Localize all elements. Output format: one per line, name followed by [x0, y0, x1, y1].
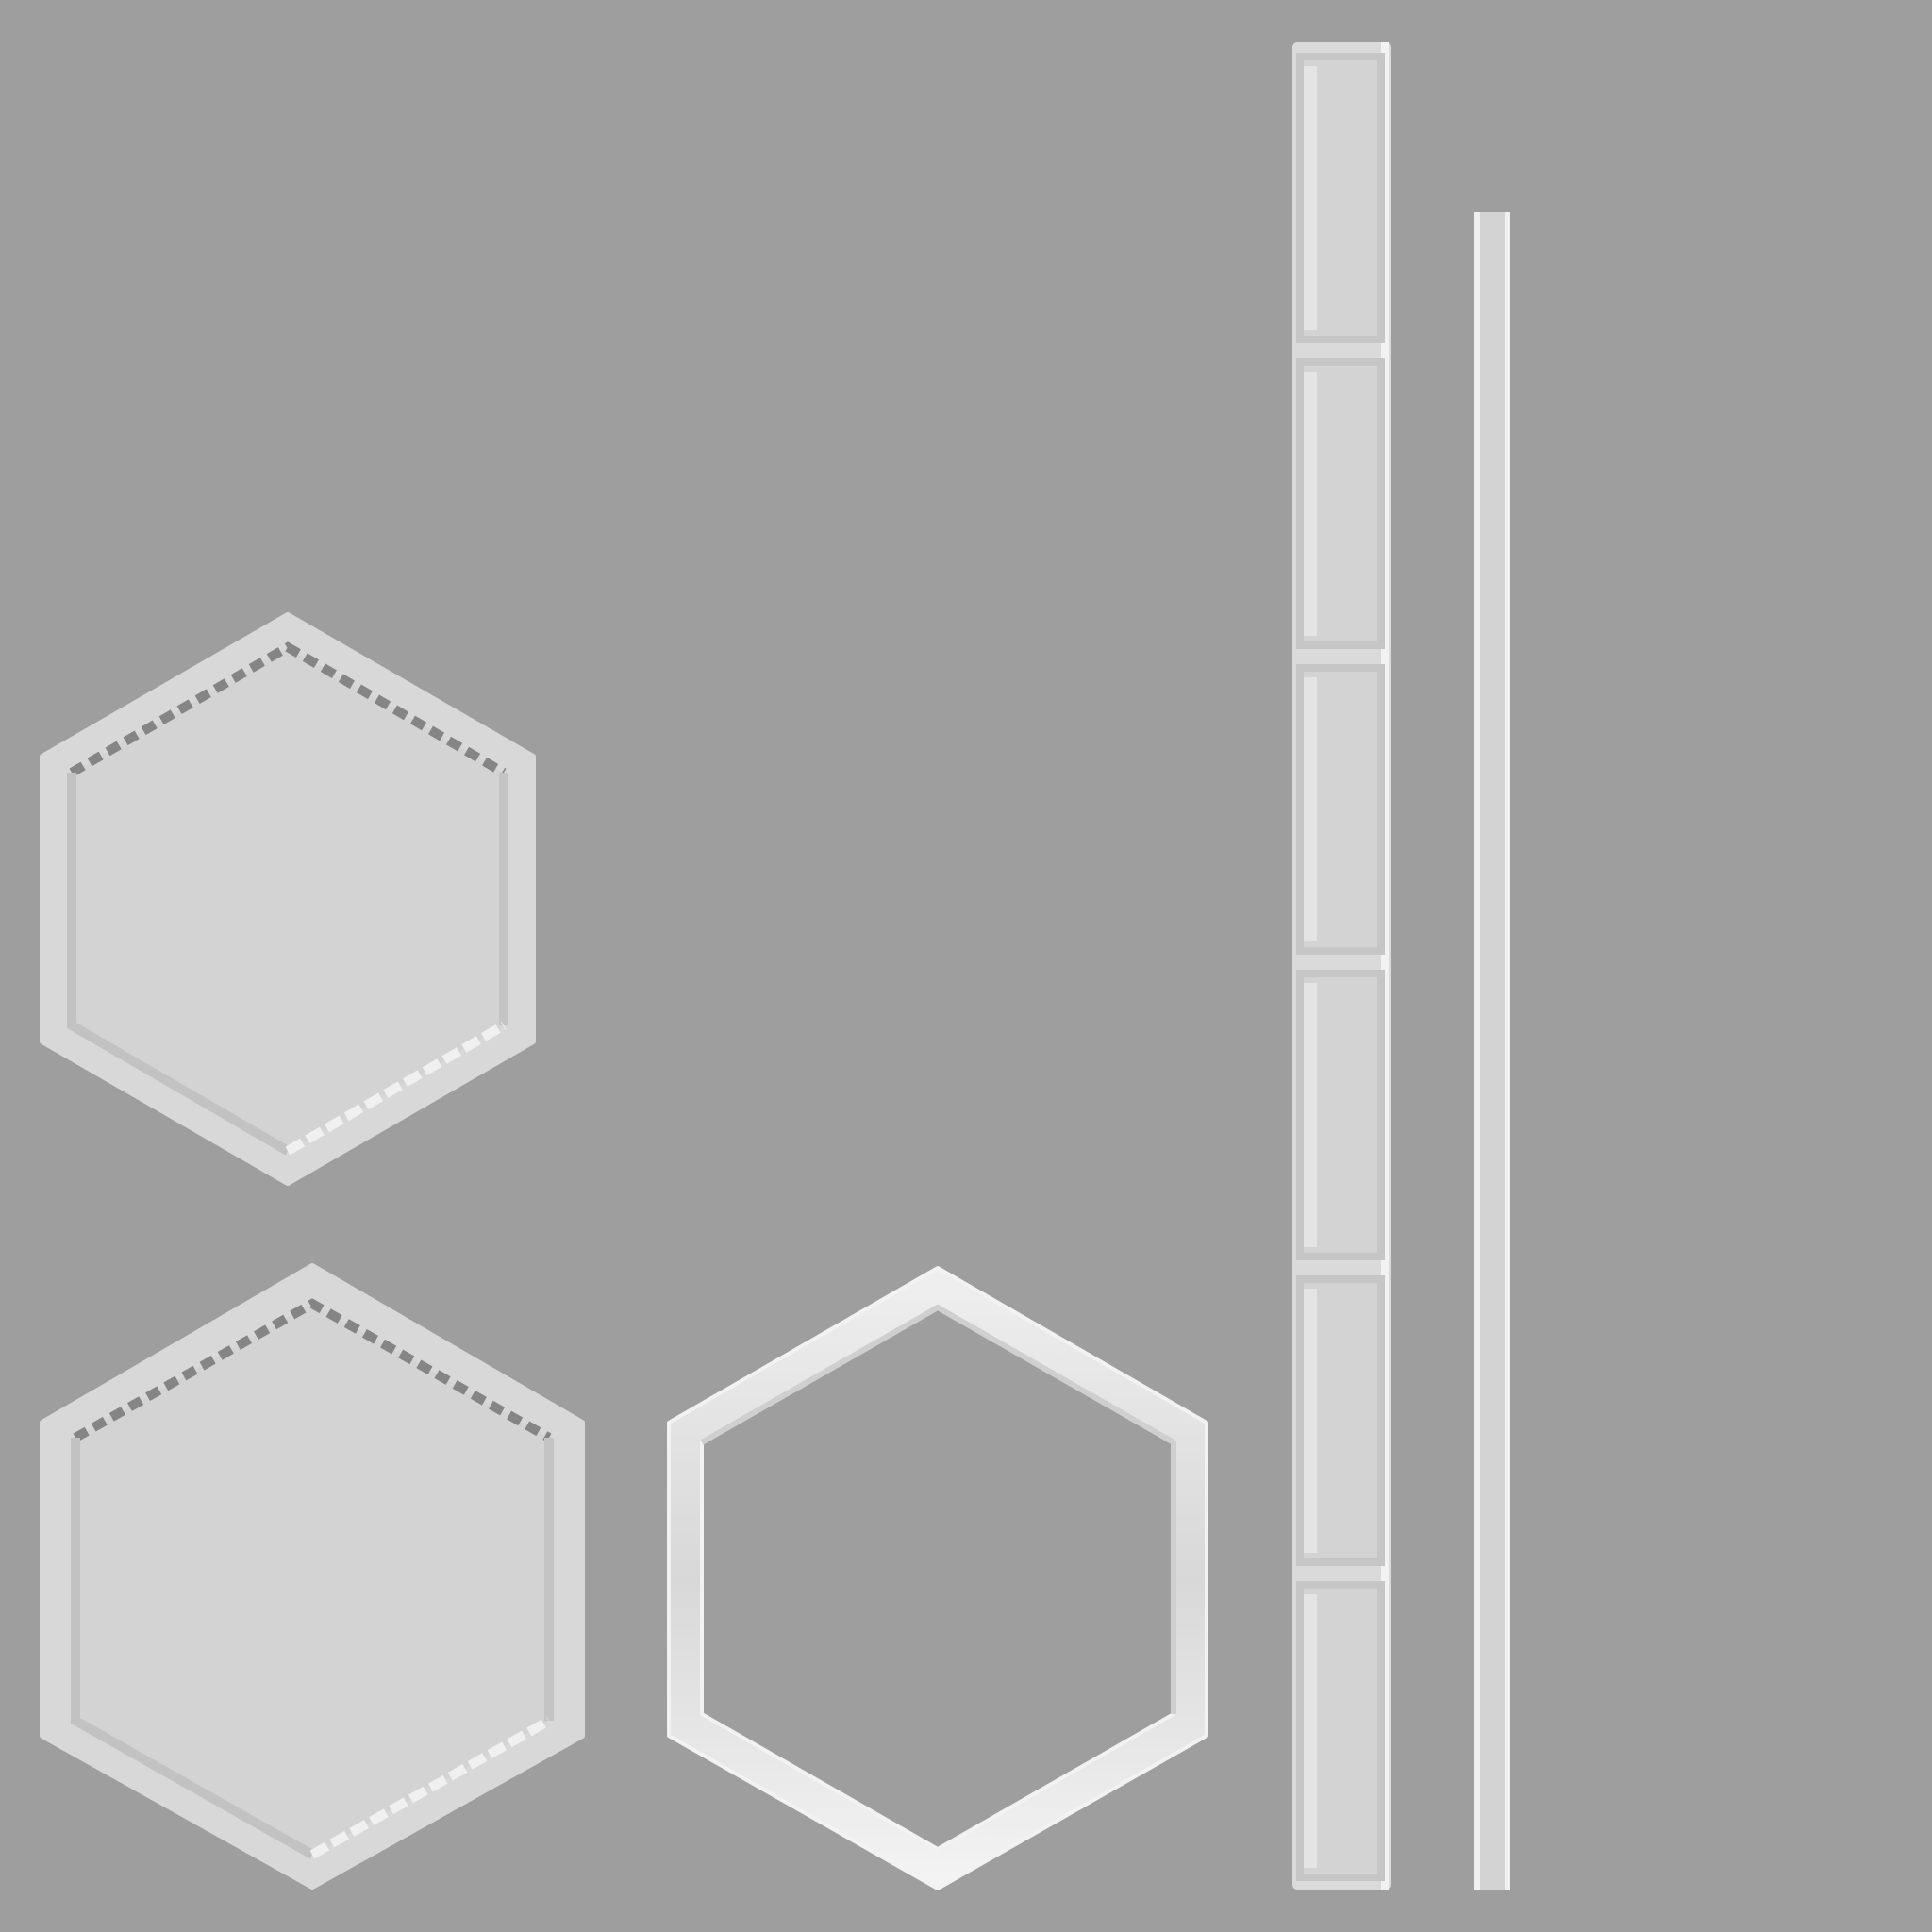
hex-tile-small-bottom-highlight [285, 1021, 507, 1156]
thin-bar [1474, 212, 1510, 1890]
hex-tile-large-left-edge [71, 1438, 315, 1859]
hex-tile-small-left-edge [67, 773, 291, 1156]
hex-tile-outline [667, 1266, 1208, 1890]
hex-tile-outline-inner-shadow [700, 1304, 1176, 1714]
segmented-bar-left-gloss [1304, 66, 1317, 1868]
hex-tile-small-top-edge [69, 641, 507, 777]
segmented-bar-right-highlight [1381, 42, 1389, 1890]
hex-tile-large-bottom-highlight [309, 1716, 552, 1859]
hex-tile-large-face [75, 1304, 549, 1855]
thin-bar-body [1474, 212, 1510, 1890]
segmented-bar [1292, 42, 1391, 1890]
hex-tile-small-face [72, 647, 504, 1151]
hex-tile-small [40, 612, 536, 1186]
thin-bar-right-highlight [1505, 212, 1510, 1890]
hex-tile-large-top-edge [73, 1298, 552, 1442]
hex-tile-large [40, 1263, 585, 1890]
thin-bar-left-highlight [1474, 212, 1480, 1890]
